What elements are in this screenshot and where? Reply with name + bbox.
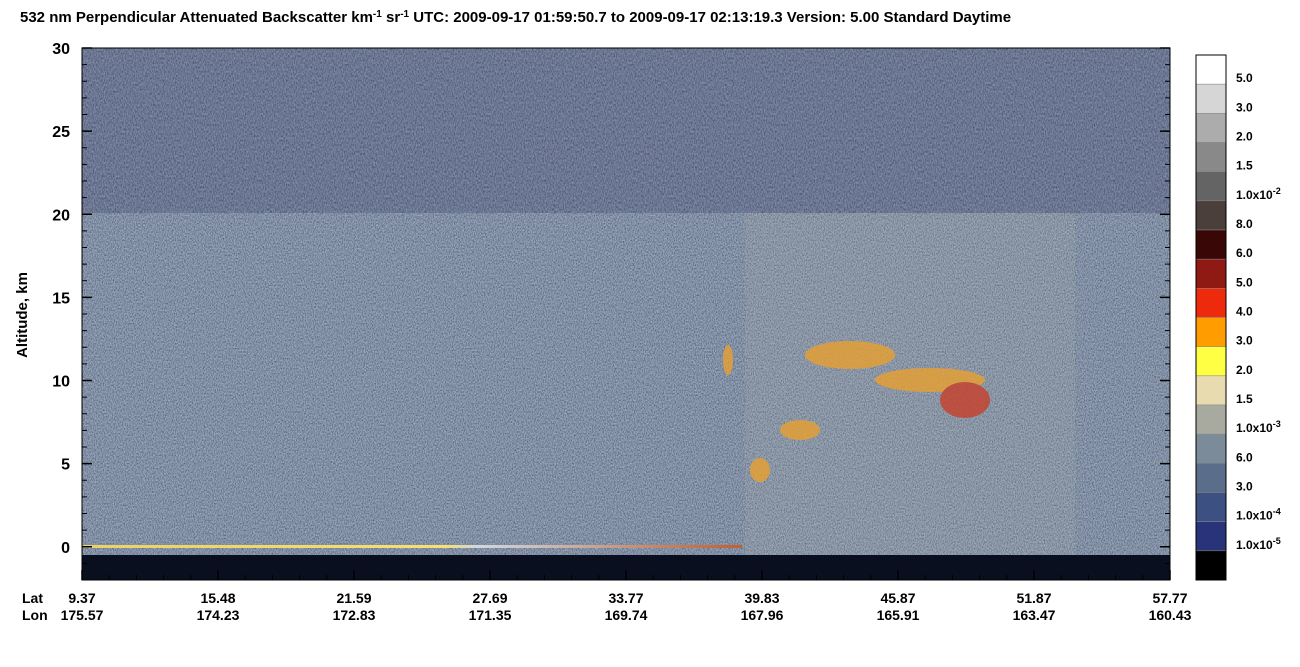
x-tick-label: 39.83 (744, 590, 779, 606)
colorbar-label-text: 1.5 (1236, 159, 1253, 173)
x-tick-label: 171.35 (469, 607, 512, 623)
colorbar-label-text: 8.0 (1236, 217, 1253, 231)
colorbar-label: 5.0 (1236, 275, 1253, 289)
colorbar-label-text: 3.0 (1236, 334, 1253, 348)
title-text: 532 nm Perpendicular Attenuated Backscat… (20, 9, 373, 26)
colorbar-swatch (1195, 521, 1227, 552)
colorbar-label: 8.0 (1236, 217, 1253, 231)
colorbar-label-exponent: -5 (1273, 536, 1281, 546)
colorbar-label-exponent: -3 (1273, 419, 1281, 429)
x-tick-label: 174.23 (197, 607, 240, 623)
x-tick-label: 45.87 (880, 590, 915, 606)
plot-background (82, 48, 1170, 580)
colorbar-label-text: 6.0 (1236, 450, 1253, 464)
x-tick-label: 160.43 (1149, 607, 1192, 623)
colorbar-swatch (1195, 463, 1227, 493)
colorbar-swatch (1195, 288, 1227, 318)
colorbar-label-text: 3.0 (1236, 100, 1253, 114)
colorbar-swatch (1195, 142, 1227, 172)
colorbar-label-text: 6.0 (1236, 246, 1253, 260)
x-tick-label: 163.47 (1013, 607, 1056, 623)
x-tick-label: 172.83 (333, 607, 376, 623)
colorbar-label: 2.0 (1236, 130, 1253, 144)
colorbar-frame (1195, 54, 1227, 581)
colorbar-swatch (1195, 492, 1227, 522)
x-tick-label: 165.91 (877, 607, 920, 623)
colorbar-label-text: 1.5 (1236, 392, 1253, 406)
colorbar-swatch (1195, 317, 1227, 347)
title-superscript: -1 (373, 9, 382, 20)
x-row-name: Lat (22, 590, 43, 606)
colorbar-swatch (1195, 258, 1227, 289)
colorbar-label: 4.0 (1236, 305, 1253, 319)
colorbar-label: 6.0 (1236, 246, 1253, 260)
colorbar-label-text: 5.0 (1236, 275, 1253, 289)
colorbar-swatch (1195, 433, 1227, 464)
colorbar-label: 1.0x10-3 (1236, 419, 1281, 435)
x-tick-label: 33.77 (608, 590, 643, 606)
colorbar-swatch (1195, 404, 1227, 435)
y-tick-label: 20 (52, 207, 70, 224)
colorbar-label-text: 4.0 (1236, 305, 1253, 319)
colorbar-label: 3.0 (1236, 100, 1253, 114)
chart-title: 532 nm Perpendicular Attenuated Backscat… (20, 9, 1011, 27)
colorbar-swatch (1195, 229, 1227, 260)
colorbar-swatch (1195, 200, 1227, 231)
x-tick-label: 15.48 (200, 590, 235, 606)
colorbar-label: 3.0 (1236, 480, 1253, 494)
colorbar-label-text: 1.0x10 (1236, 188, 1273, 202)
colorbar-swatch (1195, 346, 1227, 377)
x-row-name: Lon (22, 607, 48, 623)
y-tick-label: 10 (52, 374, 70, 391)
x-tick-label: 21.59 (336, 590, 371, 606)
title-text: sr (382, 9, 401, 26)
colorbar-label: 3.0 (1236, 334, 1253, 348)
x-tick-label: 51.87 (1016, 590, 1051, 606)
colorbar-label: 1.0x10-5 (1236, 536, 1281, 552)
y-tick-label: 0 (61, 540, 70, 557)
y-tick-label: 25 (52, 124, 70, 141)
colorbar-swatch (1195, 54, 1227, 85)
colorbar-swatch (1195, 171, 1227, 202)
colorbar-label: 1.0x10-4 (1236, 507, 1281, 523)
y-tick-label: 15 (52, 290, 70, 307)
y-tick-label: 30 (52, 41, 70, 58)
colorbar-swatch (1195, 83, 1227, 114)
colorbar-label: 1.0x10-2 (1236, 186, 1281, 202)
colorbar-label-text: 2.0 (1236, 363, 1253, 377)
colorbar-label-text: 2.0 (1236, 130, 1253, 144)
x-tick-label: 175.57 (61, 607, 104, 623)
colorbar-swatch (1195, 550, 1227, 581)
y-axis-label: Altitude, km (14, 272, 31, 358)
colorbar-label-text: 1.0x10 (1236, 538, 1273, 552)
x-tick-label: 27.69 (472, 590, 507, 606)
colorbar-label-exponent: -4 (1273, 507, 1281, 517)
colorbar-swatch (1195, 113, 1227, 143)
colorbar-label-text: 1.0x10 (1236, 509, 1273, 523)
x-tick-label: 167.96 (741, 607, 784, 623)
colorbar-label: 1.5 (1236, 392, 1253, 406)
colorbar-label: 2.0 (1236, 363, 1253, 377)
title-superscript: -1 (400, 9, 409, 20)
colorbar-swatch (1195, 375, 1227, 406)
y-tick-label: 5 (61, 457, 70, 474)
colorbar-label-text: 3.0 (1236, 480, 1253, 494)
colorbar-label: 6.0 (1236, 450, 1253, 464)
x-tick-label: 9.37 (68, 590, 95, 606)
colorbar-label: 1.5 (1236, 159, 1253, 173)
colorbar-label-exponent: -2 (1273, 186, 1281, 196)
title-text: UTC: 2009-09-17 01:59:50.7 to 2009-09-17… (409, 9, 1011, 26)
colorbar-label-text: 5.0 (1236, 71, 1253, 85)
x-tick-label: 57.77 (1152, 590, 1187, 606)
colorbar-label-text: 1.0x10 (1236, 421, 1273, 435)
colorbar-label: 5.0 (1236, 71, 1253, 85)
x-tick-label: 169.74 (605, 607, 648, 623)
